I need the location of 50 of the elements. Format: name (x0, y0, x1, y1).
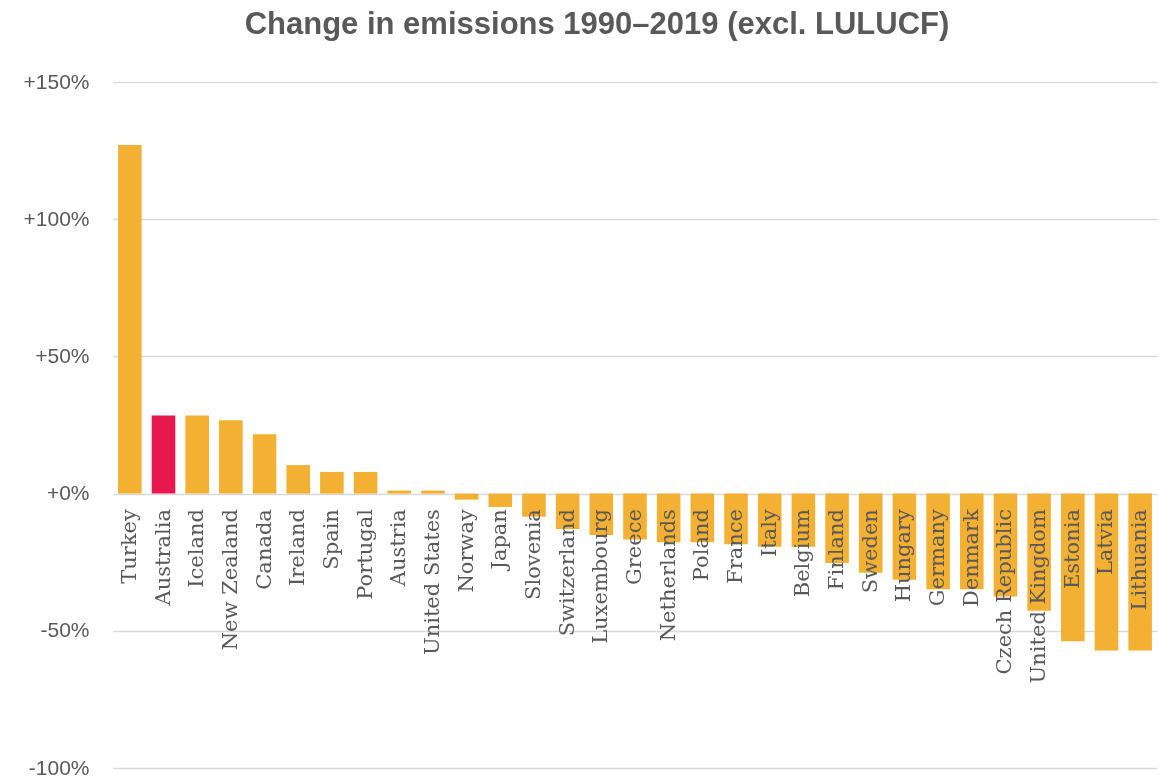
bar (151, 415, 176, 494)
x-tick-label: Slovenia (520, 509, 545, 600)
bar (286, 465, 311, 494)
y-tick-label: +0% (46, 481, 90, 505)
x-tick-label: Switzerland (554, 509, 579, 637)
bar (353, 471, 378, 494)
x-tick-label: Greece (622, 509, 646, 585)
y-tick-label: -50% (40, 618, 90, 642)
bar (118, 145, 142, 494)
x-tick-label: Denmark (958, 508, 983, 608)
bar (320, 471, 344, 494)
x-tick-label: New Zealand (217, 509, 242, 651)
x-tick-label: Australia (150, 509, 175, 607)
chart-title: Change in emissions 1990–2019 (excl. LULUCF) (244, 6, 950, 41)
x-tick-label: Turkey (116, 508, 141, 584)
bar (488, 493, 513, 508)
y-tick-label: +50% (35, 343, 90, 367)
x-tick-label: Italy (756, 508, 781, 557)
x-tick-label: Czech Republic (992, 509, 1017, 675)
x-tick-label: Iceland (184, 509, 209, 588)
x-tick-label: Spain (318, 509, 343, 570)
y-tick-label: +150% (23, 69, 90, 93)
bar (454, 493, 479, 500)
bar (421, 490, 445, 494)
x-tick-label: Belgium (790, 509, 815, 598)
x-tick-label: Sweden (857, 509, 882, 594)
x-tick-label: United Kingdom (1026, 509, 1051, 684)
x-tick-label: Lithuania (1127, 509, 1152, 611)
x-tick-label: Luxembourg (588, 509, 613, 644)
x-tick-label: Austria (386, 509, 411, 588)
bar (219, 420, 243, 494)
x-tick-label: Canada (251, 509, 276, 590)
x-tick-label: Japan (487, 509, 512, 572)
x-tick-label: Ireland (285, 509, 310, 587)
x-tick-label: Netherlands (655, 509, 680, 642)
bar (387, 490, 412, 494)
x-tick-label: Hungary (891, 508, 916, 603)
bar (252, 434, 277, 494)
x-tick-label: United States (419, 509, 444, 656)
x-tick-label: Norway (453, 508, 478, 593)
x-tick-label: Estonia (1059, 509, 1084, 590)
x-tick-label: Finland (824, 509, 849, 591)
bar (185, 415, 209, 494)
x-tick-label: France (723, 509, 748, 584)
x-tick-label: Portugal (352, 508, 377, 600)
y-tick-label: -100% (28, 755, 90, 778)
x-tick-label: Germany (925, 508, 950, 607)
x-tick-label: Poland (689, 509, 714, 582)
y-tick-label: +100% (23, 206, 90, 230)
x-tick-label: Latvia (1093, 509, 1118, 576)
